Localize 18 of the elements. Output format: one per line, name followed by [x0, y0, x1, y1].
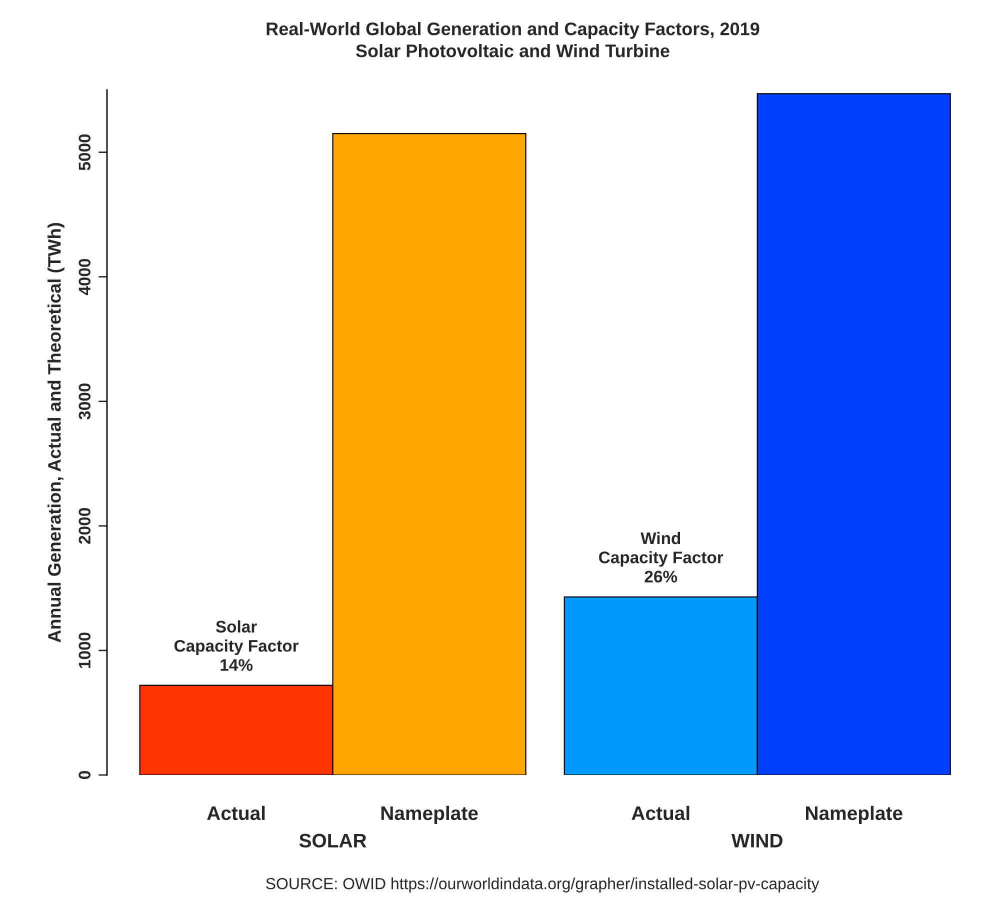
y-tick-label: 0	[78, 771, 91, 779]
source-note: SOURCE: OWID https://ourworldindata.org/grapher/installed-solar-pv-capacity	[266, 878, 820, 892]
chart-title: Real-World Global Generation and Capacity Factors, 2019	[266, 22, 760, 39]
x-tick-label: SOLAR	[299, 834, 366, 848]
chart-subtitle: Solar Photovoltaic and Wind Turbine	[356, 44, 670, 58]
annotation: Wind Capacity Factor 26%	[599, 532, 724, 582]
y-tick-label: 5000	[78, 134, 91, 170]
annotation: Solar Capacity Factor 14%	[174, 620, 299, 671]
text: Nameplate	[806, 806, 902, 824]
y-tick-label: 2000	[78, 508, 91, 544]
series-label: Nameplate	[381, 806, 478, 824]
y-tick-label: 4000	[78, 258, 91, 296]
y-axis-title: Annual Generation, Actual and Theoretical (TWh)	[48, 223, 64, 642]
y-tick-label: 3000	[78, 384, 91, 420]
text: Actual	[632, 806, 690, 820]
x-tick-label: WIND	[731, 834, 782, 848]
y-tick-label: 1000	[78, 632, 91, 668]
series-label: Actual	[207, 806, 265, 820]
